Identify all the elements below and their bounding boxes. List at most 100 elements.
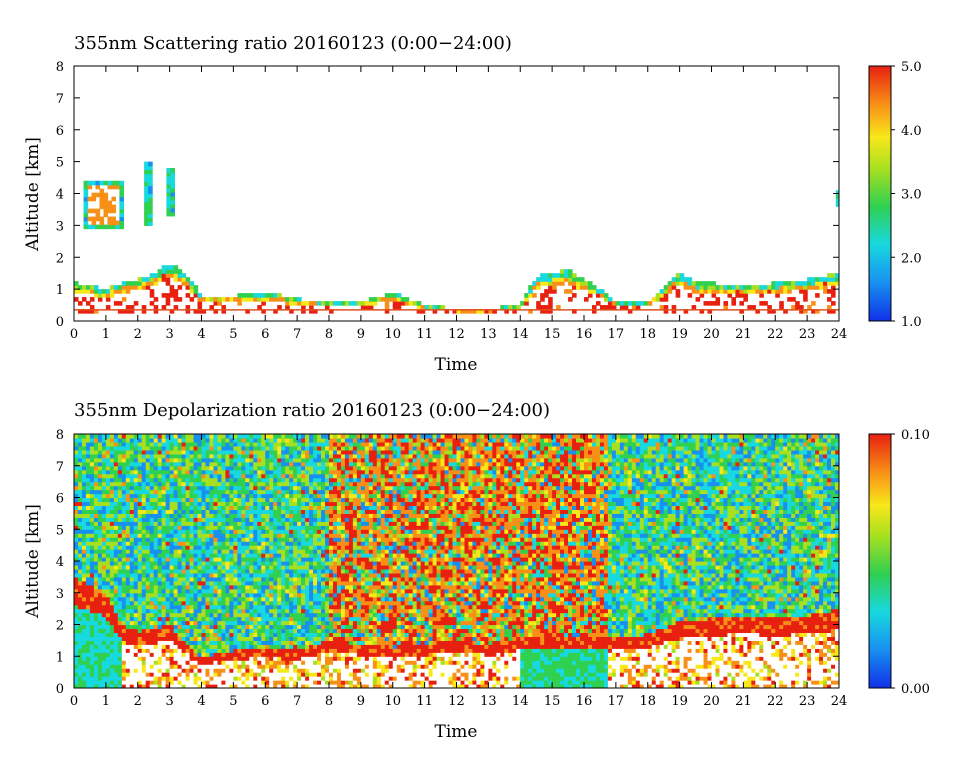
heatmap-cell [309,517,314,522]
heatmap-cell [202,454,207,459]
heatmap-cell [178,557,183,562]
heatmap-cell [178,597,183,602]
heatmap-cell [329,505,334,510]
heatmap-cell [261,593,266,598]
heatmap-cell [229,490,234,495]
heatmap-cell [202,490,207,495]
heatmap-cell [194,601,199,606]
heatmap-cell [225,501,230,506]
heatmap-cell [178,549,183,554]
heatmap-cell [696,281,701,286]
heatmap-cell [265,593,270,598]
heatmap-cell [285,501,290,506]
heatmap-cell [110,541,115,546]
heatmap-cell [82,454,87,459]
heatmap-cell [114,656,119,661]
heatmap-cell [205,517,210,522]
heatmap-cell [205,672,210,677]
heatmap-cell [241,613,246,618]
heatmap-cell [827,305,832,310]
heatmap-cell [209,525,214,530]
heatmap-cell [329,581,334,586]
heatmap-cell [138,501,143,506]
heatmap-cell [253,450,258,455]
heatmap-cell [186,434,191,439]
heatmap-cell [126,525,131,530]
heatmap-cell [803,285,808,290]
heatmap-cell [138,565,143,570]
heatmap-cell [94,458,99,463]
heatmap-cell [186,482,191,487]
heatmap-cell [110,450,115,455]
heatmap-cell [233,613,238,618]
heatmap-cell [106,450,111,455]
heatmap-cell [568,289,573,294]
heatmap-cell [74,680,79,685]
heatmap-cell [94,569,99,574]
heatmap-cell [110,289,115,294]
heatmap-cell [94,442,99,447]
heatmap-cell [281,458,286,463]
heatmap-cell [261,652,266,657]
heatmap-cell [166,577,171,582]
heatmap-cell [305,454,310,459]
x-tick-label: 13 [480,327,497,342]
heatmap-cell [289,442,294,447]
heatmap-cell [321,545,326,550]
heatmap-cell [309,482,314,487]
heatmap-cell [178,269,183,274]
heatmap-cell [265,636,270,641]
heatmap-cell [106,573,111,578]
heatmap-cell [763,301,768,306]
heatmap-cell [261,486,266,491]
cloud-cell [144,209,149,214]
heatmap-cell [277,621,282,626]
heatmap-cell [261,450,266,455]
heatmap-cell [305,466,310,471]
heatmap-cell [317,498,322,503]
heatmap-cell [313,565,318,570]
heatmap-cell [178,513,183,518]
heatmap-cell [138,652,143,657]
heatmap-cell [205,632,210,637]
heatmap-cell [126,625,131,630]
heatmap-cell [233,644,238,649]
heatmap-cell [261,525,266,530]
heatmap-cell [146,486,151,491]
heatmap-cell [249,668,254,673]
heatmap-cell [182,680,187,685]
heatmap-cell [237,577,242,582]
cloud-cell [92,193,97,198]
heatmap-cell [106,569,111,574]
cloud-cell [111,221,116,226]
heatmap-cell [708,301,713,306]
heatmap-cell [209,628,214,633]
heatmap-cell [588,285,593,290]
heatmap-cell [213,668,218,673]
heatmap-cell [134,597,139,602]
heatmap-cell [309,470,314,475]
heatmap-cell [815,277,820,282]
heatmap-cell [146,676,151,681]
heatmap-cell [162,625,167,630]
heatmap-cell [90,545,95,550]
heatmap-cell [213,628,218,633]
heatmap-cell [182,494,187,499]
heatmap-cell [102,450,107,455]
cloud-cell [96,209,101,214]
heatmap-cell [233,617,238,622]
heatmap-cell [78,585,83,590]
heatmap-cell [90,529,95,534]
heatmap-cell [154,597,159,602]
heatmap-cell [245,494,250,499]
heatmap-cell [229,529,234,534]
heatmap-cell [237,549,242,554]
heatmap-cell [90,466,95,471]
heatmap-cell [126,676,131,681]
heatmap-cell [78,644,83,649]
heatmap-cell [257,664,262,669]
x-tick-label: 0 [70,327,78,342]
heatmap-cell [241,533,246,538]
heatmap-cell [122,585,127,590]
heatmap-cell [166,521,171,526]
